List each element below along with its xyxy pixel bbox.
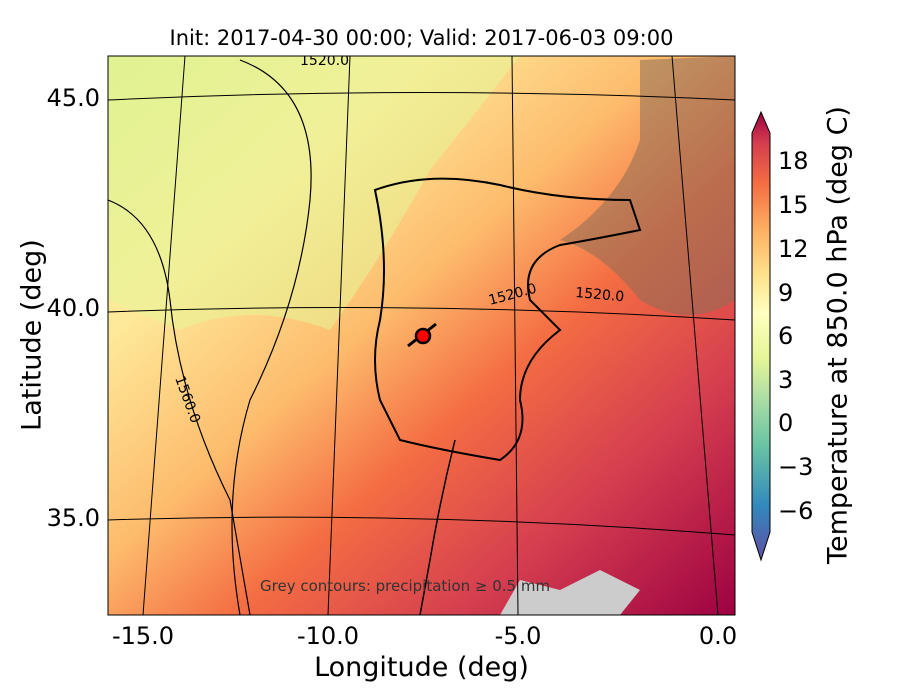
graticule (108, 56, 735, 615)
contour-label: 1520.0 (575, 285, 625, 305)
y-tick-label: 45.0 (46, 84, 100, 112)
colorbar-tick: −6 (778, 497, 814, 525)
precip-annotation: Grey contours: precipitation ≥ 0.5 mm (260, 577, 551, 595)
colorbar-tick: 0 (778, 409, 794, 437)
colorbar-tick: 3 (778, 366, 794, 394)
x-tick-label: -15.0 (111, 622, 175, 650)
plot-frame (107, 55, 736, 616)
y-axis-label: Latitude (deg) (16, 239, 48, 431)
colorbar-tick: 6 (778, 322, 794, 350)
y-tick-label: 40.0 (46, 294, 100, 322)
colorbar-tick: 9 (778, 279, 794, 307)
colorbar-tick: 15 (778, 191, 809, 219)
colorbar (751, 110, 771, 562)
x-tick-label: -10.0 (296, 622, 360, 650)
x-tick-label: -5.0 (494, 622, 542, 650)
chart-title: Init: 2017-04-30 00:00; Valid: 2017-06-0… (169, 26, 674, 50)
colorbar-tick: −3 (778, 453, 814, 481)
location-marker (414, 327, 432, 345)
height-contour (231, 59, 312, 615)
x-tick-label: 0.0 (698, 622, 738, 650)
colorbar-tick: 18 (778, 147, 809, 175)
x-axis-label: Longitude (deg) (314, 652, 529, 683)
precip-area (500, 570, 640, 615)
colorbar-tick: 12 (778, 235, 809, 263)
contour-label: 1520.0 (300, 53, 349, 69)
iberia-coastline (373, 177, 642, 462)
height-contour (108, 199, 251, 615)
colorbar-label: Temperature at 850.0 hPa (deg C) (822, 106, 854, 564)
africa-coastline (419, 439, 456, 615)
pyrenees-orography (560, 56, 735, 315)
cool-region (108, 56, 520, 330)
y-tick-label: 35.0 (46, 504, 100, 532)
